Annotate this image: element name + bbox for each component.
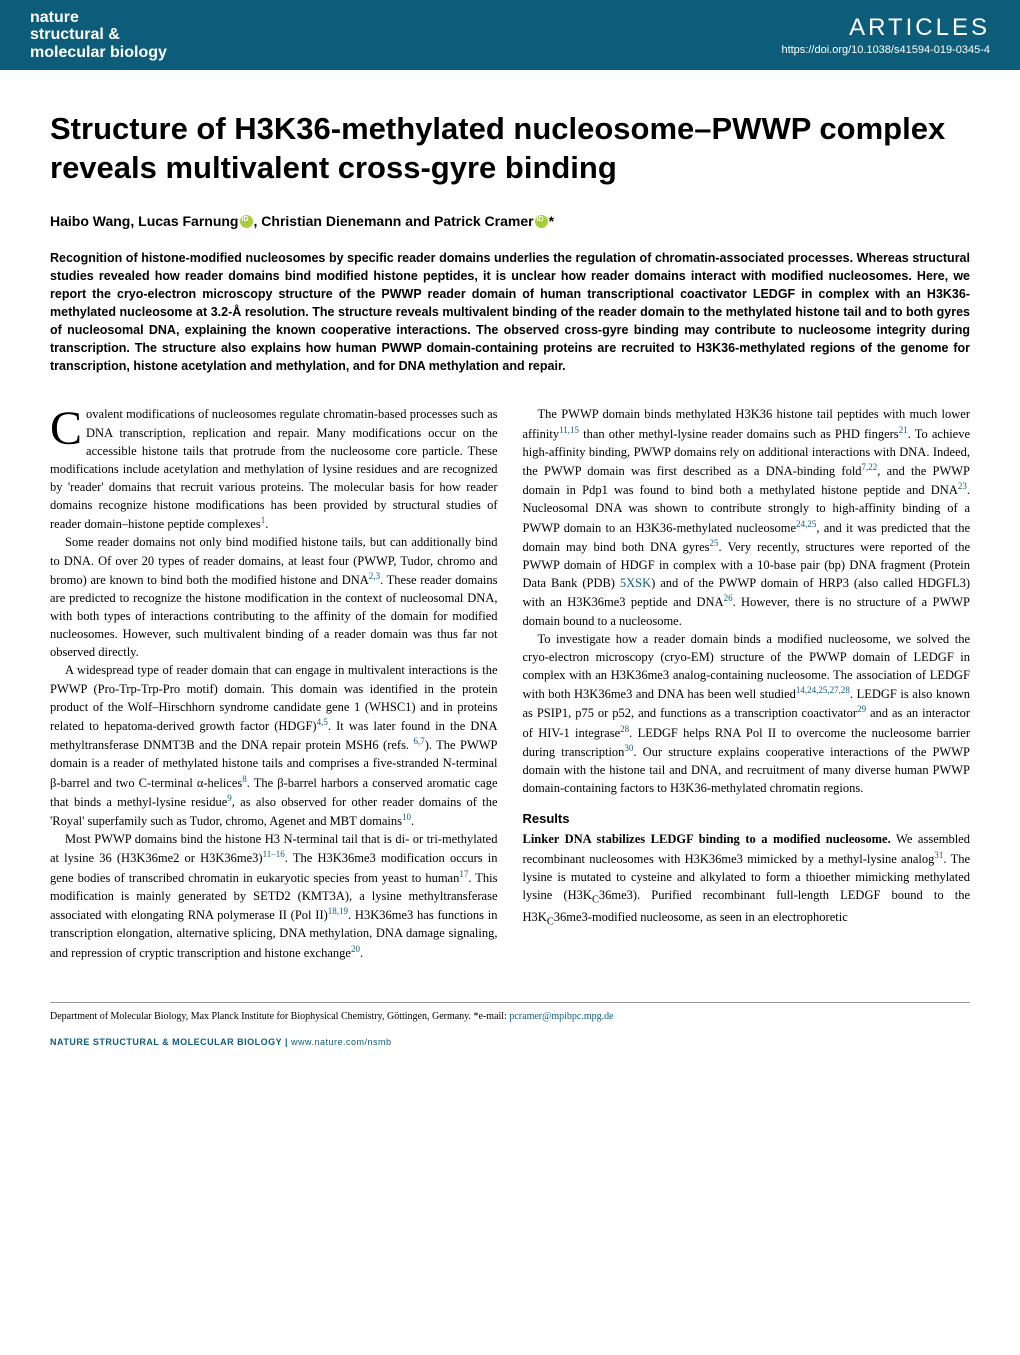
footer-journal-name: NATURE STRUCTURAL & MOLECULAR BIOLOGY (50, 1037, 282, 1047)
email-link[interactable]: pcramer@mpibpc.mpg.de (509, 1011, 613, 1022)
ref-link[interactable]: 23 (958, 481, 967, 491)
ref-link[interactable]: 21 (899, 425, 908, 435)
ref-link[interactable]: 28 (620, 724, 629, 734)
orcid-icon[interactable] (240, 215, 253, 228)
article-title: Structure of H3K36-methylated nucleosome… (50, 110, 970, 188)
ref-link[interactable]: 2,3 (369, 571, 380, 581)
ref-link[interactable]: 25 (710, 538, 719, 548)
ref-link[interactable]: 11–16 (263, 849, 285, 859)
ref-link[interactable]: 18,19 (328, 906, 348, 916)
authors-part-2: , Christian Dienemann and Patrick Cramer (254, 213, 534, 229)
results-heading: Results (523, 810, 971, 829)
section-label: ARTICLES (781, 14, 990, 42)
affiliation: Department of Molecular Biology, Max Pla… (50, 1011, 970, 1022)
paragraph-5: The PWWP domain binds methylated H3K36 h… (523, 405, 971, 629)
ref-link[interactable]: 24,25 (796, 519, 816, 529)
journal-line-1: nature (30, 9, 167, 27)
paragraph-4: Most PWWP domains bind the histone H3 N-… (50, 830, 498, 962)
ref-link[interactable]: 4,5 (317, 717, 328, 727)
ref-link[interactable]: 26 (724, 593, 733, 603)
authors-line: Haibo Wang, Lucas Farnung , Christian Die… (50, 213, 970, 229)
authors-part-1: Haibo Wang, Lucas Farnung (50, 213, 239, 229)
abstract: Recognition of histone-modified nucleoso… (50, 249, 970, 376)
journal-line-3: molecular biology (30, 44, 167, 62)
paragraph-2: Some reader domains not only bind modifi… (50, 533, 498, 661)
pdb-link[interactable]: 5XSK (620, 576, 651, 590)
footer: Department of Molecular Biology, Max Pla… (50, 1002, 970, 1047)
footer-url[interactable]: www.nature.com/nsmb (291, 1037, 392, 1047)
ref-link[interactable]: 20 (351, 944, 360, 954)
ref-link[interactable]: 14,24,25,27,28 (796, 685, 850, 695)
body-text: Covalent modifications of nucleosomes re… (50, 405, 970, 961)
journal-name: nature structural & molecular biology (30, 9, 167, 62)
ref-link[interactable]: 7,22 (862, 462, 878, 472)
doi-link[interactable]: https://doi.org/10.1038/s41594-019-0345-… (781, 44, 990, 56)
paragraph-6: To investigate how a reader domain binds… (523, 630, 971, 798)
paragraph-7: Linker DNA stabilizes LEDGF binding to a… (523, 830, 971, 929)
header-right: ARTICLES https://doi.org/10.1038/s41594-… (781, 14, 990, 56)
footer-journal-line: NATURE STRUCTURAL & MOLECULAR BIOLOGY | … (50, 1037, 970, 1047)
article-content: Structure of H3K36-methylated nucleosome… (0, 70, 1020, 982)
ref-link[interactable]: 10 (402, 812, 411, 822)
ref-link[interactable]: 29 (857, 704, 866, 714)
corresponding-mark: * (549, 213, 554, 229)
orcid-icon[interactable] (535, 215, 548, 228)
journal-line-2: structural & (30, 26, 167, 44)
paragraph-3: A widespread type of reader domain that … (50, 661, 498, 830)
journal-header: nature structural & molecular biology AR… (0, 0, 1020, 70)
ref-link[interactable]: 17 (459, 869, 468, 879)
paragraph-1: Covalent modifications of nucleosomes re… (50, 405, 498, 533)
ref-link[interactable]: 11,15 (559, 425, 579, 435)
run-in-heading: Linker DNA stabilizes LEDGF binding to a… (523, 832, 891, 846)
ref-link[interactable]: 6,7 (413, 736, 424, 746)
